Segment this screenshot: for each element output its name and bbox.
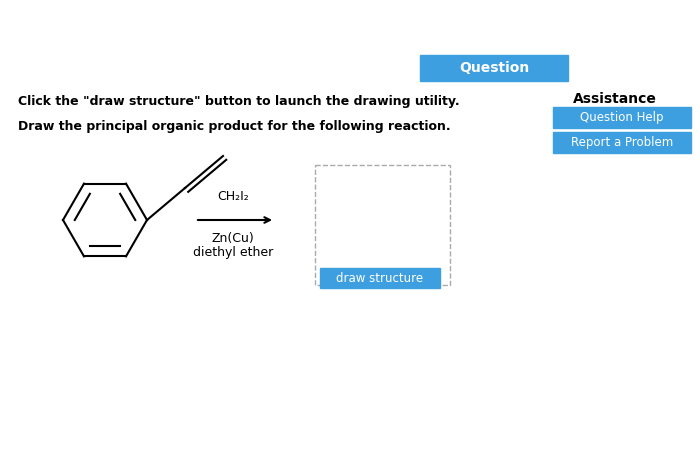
Text: Question: Question bbox=[459, 61, 529, 75]
Text: diethyl ether: diethyl ether bbox=[193, 246, 273, 259]
Bar bbox=[420, 55, 568, 81]
Text: Question Help: Question Help bbox=[580, 111, 664, 124]
Bar bbox=[320, 268, 440, 288]
Text: CH₂I₂: CH₂I₂ bbox=[217, 190, 249, 203]
Bar bbox=[553, 132, 691, 153]
Text: Report a Problem: Report a Problem bbox=[571, 136, 673, 149]
Bar bbox=[553, 107, 691, 128]
Text: Assistance: Assistance bbox=[573, 92, 657, 106]
Text: Zn(Cu): Zn(Cu) bbox=[211, 232, 254, 245]
Text: Draw the principal organic product for the following reaction.: Draw the principal organic product for t… bbox=[18, 120, 451, 133]
Text: Click the "draw structure" button to launch the drawing utility.: Click the "draw structure" button to lau… bbox=[18, 95, 460, 108]
Bar bbox=[315, 165, 450, 285]
Text: draw structure: draw structure bbox=[337, 271, 424, 285]
